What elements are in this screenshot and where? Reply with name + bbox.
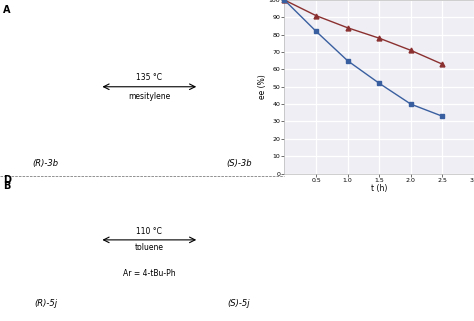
Text: A: A <box>3 5 10 15</box>
Text: mesitylene: mesitylene <box>128 92 171 101</box>
Text: Ar = 4-tBu-Ph: Ar = 4-tBu-Ph <box>123 269 176 278</box>
Text: D: D <box>3 175 11 185</box>
Text: (R)-5j: (R)-5j <box>34 299 57 308</box>
Y-axis label: ee (%): ee (%) <box>258 74 267 99</box>
Text: toluene: toluene <box>135 243 164 252</box>
Text: 110 °C: 110 °C <box>137 227 162 236</box>
Text: (R)-3b: (R)-3b <box>32 159 59 168</box>
Text: 135 °C: 135 °C <box>137 73 162 82</box>
Text: (S)-3b: (S)-3b <box>226 159 252 168</box>
Text: (S)-5j: (S)-5j <box>228 299 250 308</box>
Text: B: B <box>3 181 10 191</box>
X-axis label: t (h): t (h) <box>371 184 387 193</box>
